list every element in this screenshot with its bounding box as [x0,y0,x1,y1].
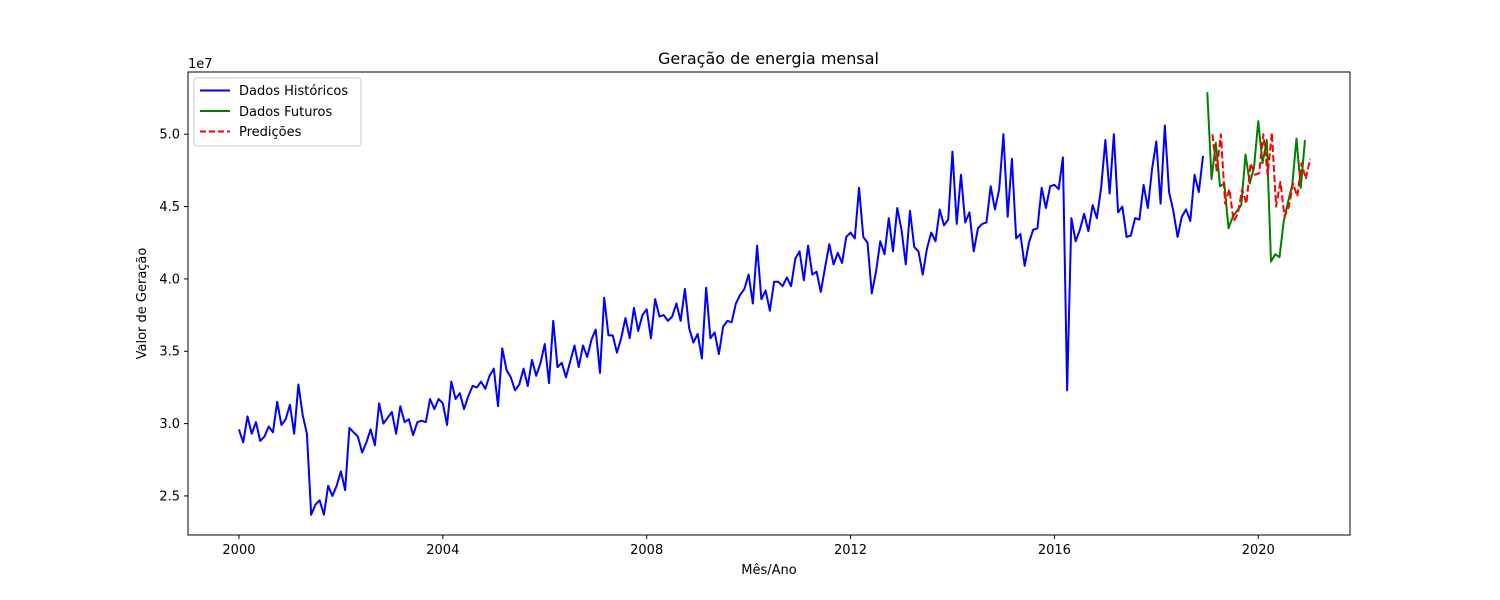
x-axis-label: Mês/Ano [741,563,796,578]
x-tick-label: 2000 [222,543,255,558]
y-tick-label: 3.0 [159,417,180,432]
series-line-0 [238,124,1205,516]
legend-label-predictions: Predições [239,125,302,140]
legend-box [193,77,362,147]
y-tick-label: 4.0 [159,272,180,287]
x-axis: 2000 2004 2008 2012 2016 2020 [222,535,1275,558]
legend: Dados Históricos Dados Futuros Predições [193,77,362,147]
y-tick-label: 4.5 [159,200,180,215]
plot-area [238,92,1312,516]
x-tick-label: 2012 [834,543,867,558]
legend-label-future: Dados Futuros [239,105,332,120]
y-offset-label: 1e7 [188,57,213,72]
x-tick-label: 2008 [630,543,663,558]
y-axis-label: Valor de Geração [135,248,150,360]
series-line-2 [1211,131,1312,223]
y-tick-label: 2.5 [159,489,180,504]
x-tick-label: 2020 [1242,543,1275,558]
y-axis: 2.5 3.0 3.5 4.0 4.5 5.0 [159,128,188,504]
x-tick-label: 2016 [1038,543,1071,558]
legend-label-historical: Dados Históricos [239,84,348,99]
x-tick-label: 2004 [426,543,459,558]
y-tick-label: 5.0 [159,128,180,143]
chart-title: Geração de energia mensal [658,49,879,68]
axes-frame [187,71,1351,536]
y-tick-label: 3.5 [159,345,180,360]
